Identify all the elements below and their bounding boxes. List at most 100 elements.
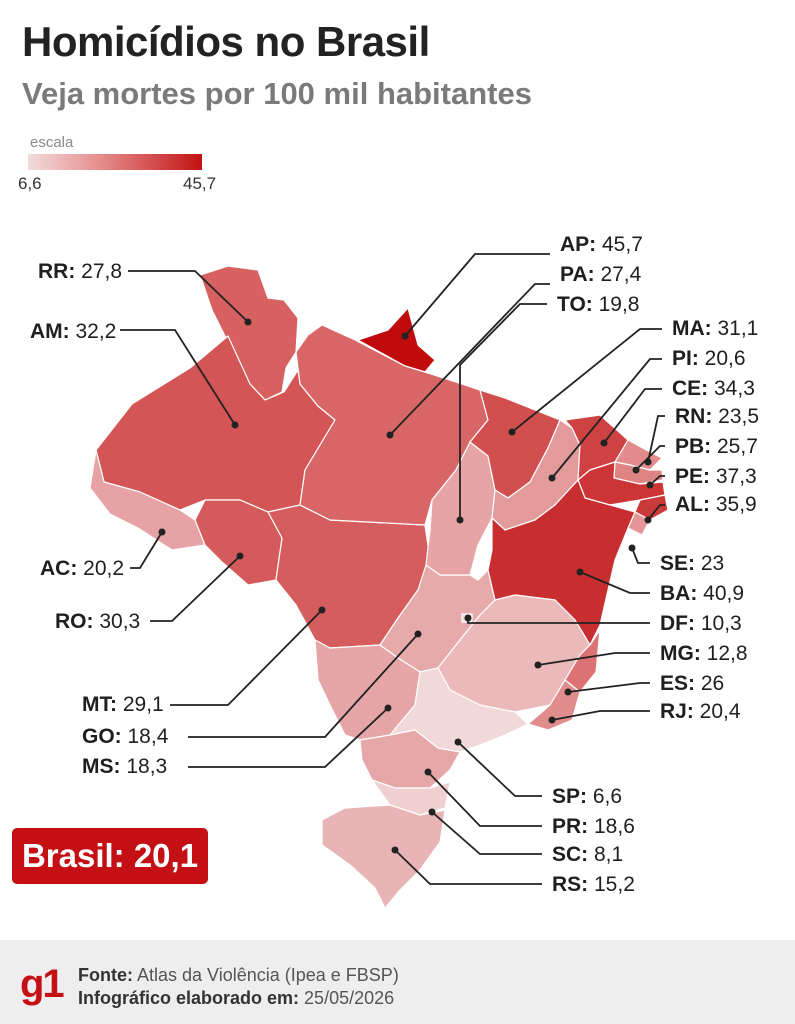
state-code: PA:: [560, 263, 595, 286]
state-label-mt: MT: 29,1: [82, 693, 164, 717]
state-value: 15,2: [588, 873, 635, 896]
leader-line-pb: [635, 445, 665, 471]
state-code: MG:: [660, 642, 701, 665]
state-code: PR:: [552, 815, 589, 838]
leader-dot-pa: [386, 431, 394, 439]
date-line: Infográfico elaborado em: 25/05/2026: [78, 988, 394, 1009]
leader-line-al: [647, 504, 665, 521]
leader-line-ro: [150, 555, 241, 622]
state-value: 35,9: [710, 493, 757, 516]
leader-line-ms: [188, 707, 389, 768]
leader-line-pe: [649, 475, 665, 486]
state-code: AP:: [560, 233, 597, 256]
state-label-to: TO: 19,8: [557, 293, 640, 317]
leader-line-to: [459, 303, 547, 520]
state-label-rs: RS: 15,2: [552, 873, 635, 897]
state-value: 12,8: [700, 642, 748, 665]
leader-line-se: [631, 547, 650, 564]
state-value: 18,6: [588, 815, 635, 838]
leader-dot-ce: [600, 439, 608, 447]
state-value: 27,4: [594, 263, 642, 286]
state-label-pi: PI: 20,6: [672, 347, 746, 371]
brasil-total-badge: Brasil: 20,1: [12, 828, 208, 884]
state-label-sp: SP: 6,6: [552, 785, 622, 809]
leader-dot-rr: [244, 318, 252, 326]
state-code: AM:: [30, 320, 70, 343]
footer: [0, 940, 795, 1024]
state-label-go: GO: 18,4: [82, 725, 168, 749]
leader-line-pi: [551, 358, 662, 479]
state-label-sc: SC: 8,1: [552, 843, 623, 867]
brasil-value: 20,1: [133, 837, 199, 874]
state-code: CE:: [672, 377, 709, 400]
state-value: 19,8: [592, 293, 640, 316]
leader-line-pa: [389, 283, 550, 436]
state-value: 18,3: [120, 755, 168, 778]
source-text: Atlas da Violência (Ipea e FBSP): [137, 965, 399, 985]
leader-line-sc: [431, 811, 542, 855]
state-value: 25,7: [711, 435, 758, 458]
state-code: ES:: [660, 672, 696, 695]
state-code: SE:: [660, 552, 696, 575]
state-label-pr: PR: 18,6: [552, 815, 635, 839]
leader-line-es: [567, 682, 650, 693]
state-value: 45,7: [596, 233, 643, 256]
state-value: 37,3: [710, 465, 757, 488]
state-code: MS:: [82, 755, 121, 778]
state-label-pb: PB: 25,7: [675, 435, 758, 459]
state-value: 18,4: [121, 725, 169, 748]
scale-min-value: 6,6: [18, 174, 42, 193]
leader-line-ac: [130, 531, 163, 569]
state-code: AC:: [40, 557, 78, 580]
state-code: RN:: [675, 405, 713, 428]
state-label-ro: RO: 30,3: [55, 610, 140, 634]
state-region-rs: [321, 804, 446, 909]
state-value: 23: [695, 552, 725, 575]
state-region-pr: [359, 729, 461, 789]
leader-dot-ba: [576, 568, 584, 576]
leader-dot-pb: [632, 466, 640, 474]
leader-line-ce: [603, 388, 662, 444]
state-label-df: DF: 10,3: [660, 612, 742, 636]
scale-gradient-bar: [28, 154, 202, 170]
state-value: 23,5: [712, 405, 760, 428]
state-value: 20,2: [77, 557, 125, 580]
date-text: 25/05/2026: [304, 988, 395, 1008]
page-title: Homicídios no Brasil: [22, 18, 430, 65]
state-label-pe: PE: 37,3: [675, 465, 757, 489]
leader-dot-al: [644, 516, 652, 524]
leader-dot-pi: [548, 474, 556, 482]
state-label-ba: BA: 40,9: [660, 582, 744, 606]
state-label-al: AL: 35,9: [675, 493, 757, 517]
state-code: DF:: [660, 612, 695, 635]
source-label: Fonte:: [78, 965, 133, 985]
source-line: Fonte: Atlas da Violência (Ipea e FBSP): [78, 965, 399, 986]
state-value: 31,1: [711, 317, 759, 340]
leader-dot-ac: [158, 528, 166, 536]
leader-dot-rs: [391, 846, 399, 854]
state-value: 10,3: [695, 612, 742, 635]
state-code: MA:: [672, 317, 712, 340]
state-label-ac: AC: 20,2: [40, 557, 124, 581]
leader-dot-df: [464, 614, 472, 622]
leader-dot-go: [414, 630, 422, 638]
state-value: 32,2: [69, 320, 117, 343]
state-label-rn: RN: 23,5: [675, 405, 759, 429]
leader-dot-sp: [454, 738, 462, 746]
leader-dot-pe: [646, 481, 654, 489]
leader-dot-ma: [508, 428, 516, 436]
state-label-ma: MA: 31,1: [672, 317, 758, 341]
state-label-ms: MS: 18,3: [82, 755, 167, 779]
state-label-se: SE: 23: [660, 552, 724, 576]
leader-line-rn: [647, 415, 665, 463]
state-label-mg: MG: 12,8: [660, 642, 748, 666]
state-code: RS:: [552, 873, 589, 896]
state-value: 27,8: [75, 260, 123, 283]
leader-line-go: [188, 633, 419, 738]
brasil-label: Brasil:: [21, 837, 125, 874]
leader-dot-ap: [401, 332, 409, 340]
leader-dot-mg: [534, 661, 542, 669]
scale-max-value: 45,7: [183, 174, 217, 193]
state-code: PB:: [675, 435, 712, 458]
state-code: AL:: [675, 493, 710, 516]
